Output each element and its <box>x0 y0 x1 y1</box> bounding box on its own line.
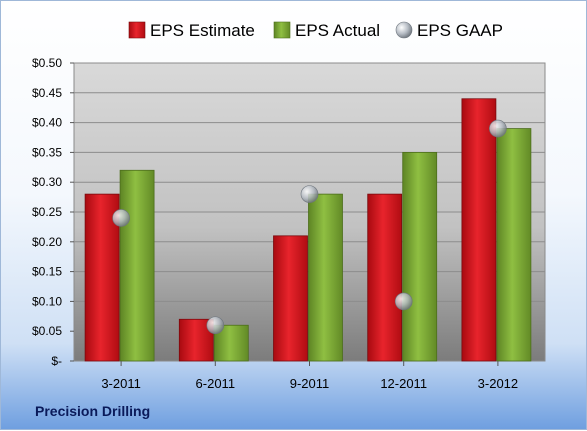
y-tick-label: $0.35 <box>32 145 62 159</box>
bar-eps-estimate <box>367 193 403 362</box>
legend-label: EPS Estimate <box>150 21 255 40</box>
legend-swatch <box>128 21 146 39</box>
y-tick-label: $0.30 <box>32 175 62 189</box>
y-tick-label: $0.25 <box>32 205 62 219</box>
y-tick-label: $0.40 <box>32 116 62 130</box>
y-tick-label: $0.05 <box>32 324 62 338</box>
x-tick-label: 3-2012 <box>478 376 518 391</box>
y-tick-label: $- <box>51 354 62 368</box>
y-tick-label: $0.20 <box>32 235 62 249</box>
legend-label: EPS Actual <box>295 21 380 40</box>
bar-eps-estimate <box>461 98 497 362</box>
legend-label: EPS GAAP <box>417 21 503 40</box>
marker-eps-gaap <box>394 292 413 311</box>
marker-eps-gaap <box>206 316 225 335</box>
y-tick-label: $0.50 <box>32 56 62 70</box>
marker-eps-gaap <box>300 185 319 203</box>
x-tick-label: 9-2011 <box>290 376 330 391</box>
x-tick-label: 6-2011 <box>196 376 236 391</box>
bar-eps-actual <box>308 193 343 362</box>
bar-eps-estimate <box>273 235 308 362</box>
marker-eps-gaap <box>112 209 130 227</box>
y-tick-label: $0.10 <box>32 294 62 308</box>
bar-eps-actual <box>496 128 532 362</box>
x-tick-label: 3-2011 <box>101 376 141 391</box>
legend-swatch <box>273 21 291 39</box>
legend-swatch-eps-gaap <box>395 21 413 39</box>
company-label: Precision Drilling <box>35 403 151 419</box>
y-tick-label: $0.15 <box>32 265 62 279</box>
y-tick-label: $0.45 <box>32 86 62 100</box>
x-tick-label: 12-2011 <box>380 376 427 391</box>
bar-eps-actual <box>119 169 155 362</box>
bar-eps-actual <box>402 151 438 362</box>
marker-eps-gaap <box>489 119 507 138</box>
